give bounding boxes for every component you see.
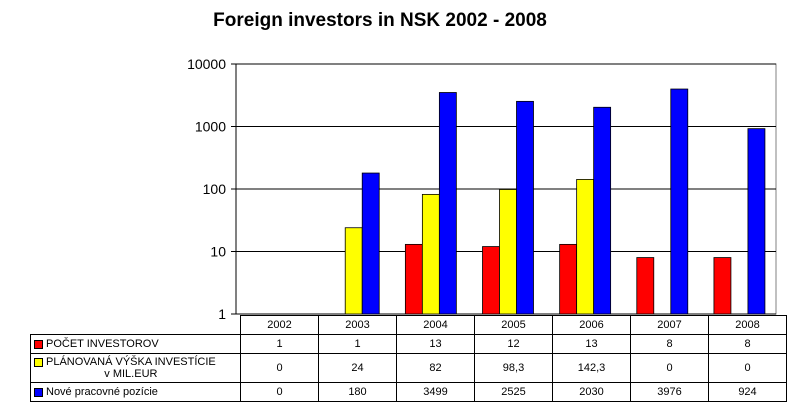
bar	[576, 179, 595, 315]
bar	[438, 92, 457, 315]
bar	[593, 106, 612, 315]
table-row-investment: PLÁNOVANÁ VÝŠKA INVESTÍCIE v MIL.EUR 0 24…	[30, 353, 787, 383]
year-cell: 2007	[630, 315, 709, 335]
bar	[713, 257, 732, 315]
chart-title: Foreign investors in NSK 2002 - 2008	[213, 10, 547, 31]
table-cell: 8	[630, 334, 709, 354]
table-cell: 142,3	[552, 353, 631, 383]
bar	[361, 172, 380, 315]
table-cell: 8	[708, 334, 787, 354]
y-tick-label: 10	[210, 244, 226, 260]
year-cell: 2002	[240, 315, 319, 335]
table-cell: 3499	[396, 382, 475, 402]
legend-entry-investors: POČET INVESTOROV	[30, 334, 241, 354]
table-cell: 2525	[474, 382, 553, 402]
year-cell: 2004	[396, 315, 475, 335]
bar	[516, 100, 534, 315]
table-cell: 12	[474, 334, 553, 354]
table-cell: 0	[240, 353, 319, 383]
y-tick-label: 10000	[187, 56, 226, 72]
table-cell: 1	[318, 334, 397, 354]
table-cell: 2030	[552, 382, 631, 402]
year-cell: 2006	[552, 315, 631, 335]
legend-label: PLÁNOVANÁ VÝŠKA INVESTÍCIE v MIL.EUR	[46, 356, 216, 380]
legend-key-red	[34, 340, 43, 349]
bar	[670, 88, 689, 315]
y-tick-label: 1000	[195, 119, 226, 135]
legend-key-blue	[34, 388, 43, 397]
y-tick-label: 100	[203, 181, 227, 197]
table-cell: 98,3	[474, 353, 553, 383]
bar	[559, 243, 578, 315]
bar	[344, 227, 363, 315]
data-table: 2002 2003 2004 2005 2006 2007 2008 POČET…	[30, 315, 787, 402]
bar	[636, 257, 655, 315]
legend-entry-jobs: Nové pracovné pozície	[30, 382, 241, 402]
table-cell: 924	[708, 382, 787, 402]
bar	[747, 128, 766, 315]
table-cell: 3976	[630, 382, 709, 402]
table-cell: 13	[552, 334, 631, 354]
legend-label: Nové pracovné pozície	[46, 386, 158, 398]
year-cell: 2003	[318, 315, 397, 335]
table-cell: 82	[396, 353, 475, 383]
bar	[404, 243, 423, 315]
bar	[421, 193, 440, 315]
table-cell: 0	[630, 353, 709, 383]
table-cell: 0	[708, 353, 787, 383]
table-row-investors: POČET INVESTOROV 1 1 13 12 13 8 8	[30, 334, 787, 354]
legend-entry-investment: PLÁNOVANÁ VÝŠKA INVESTÍCIE v MIL.EUR	[30, 353, 241, 383]
year-cell: 2008	[708, 315, 787, 335]
table-cell: 1	[240, 334, 319, 354]
table-cell: 0	[240, 382, 319, 402]
year-header-row: 2002 2003 2004 2005 2006 2007 2008	[30, 315, 787, 335]
table-cell: 24	[318, 353, 397, 383]
legend-key-yellow	[34, 358, 43, 367]
year-cell: 2005	[474, 315, 553, 335]
bar	[482, 246, 500, 315]
table-row-jobs: Nové pracovné pozície 0 180 3499 2525 20…	[30, 382, 787, 402]
legend-label: POČET INVESTOROV	[46, 338, 159, 350]
y-tick-label: 1	[218, 306, 226, 322]
table-corner	[30, 315, 241, 335]
table-cell: 180	[318, 382, 397, 402]
table-cell: 13	[396, 334, 475, 354]
bar	[499, 189, 517, 315]
